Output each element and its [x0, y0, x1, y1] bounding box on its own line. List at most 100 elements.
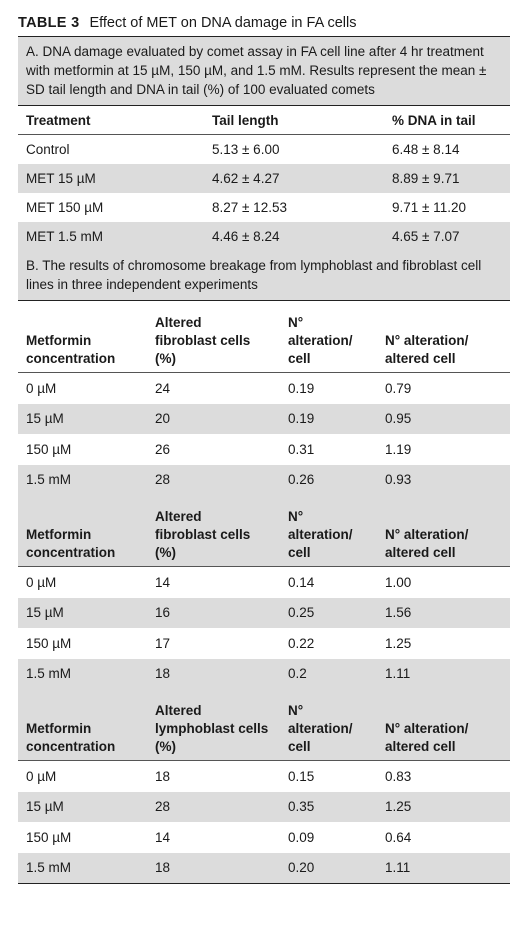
- table-cell: 15 µM: [26, 411, 64, 427]
- table-row: 15 µM 28 0.35 1.25: [18, 791, 510, 822]
- header-line: Metformin: [26, 527, 92, 542]
- table-cell: 0.31: [288, 441, 315, 457]
- header-cell: N° alteration/cell: [280, 508, 377, 562]
- header-line: N° alteration/: [385, 333, 469, 348]
- table-cell: 0.93: [385, 472, 412, 488]
- table-row: 15 µM 16 0.25 1.56: [18, 597, 510, 628]
- header-line: lymphoblast cells: [155, 721, 269, 736]
- table-document: TABLE 3 Effect of MET on DNA damage in FA…: [18, 10, 510, 884]
- table-cell: 0.19: [288, 411, 315, 427]
- header-line: fibroblast cells: [155, 333, 251, 348]
- table-cell: MET 150 µM: [26, 200, 104, 215]
- header-line: concentration: [26, 545, 116, 560]
- header-cell: Altered lymphoblast cells (%): [147, 702, 280, 756]
- header-cell: N° alteration/cell: [280, 314, 377, 368]
- header-cell: % DNA in tail: [392, 112, 476, 128]
- table-cell: 0.35: [288, 799, 315, 815]
- table-cell: 0 µM: [26, 768, 57, 784]
- table-row: 0 µM 18 0.15 0.83: [18, 761, 510, 792]
- table-cell: 6.48 ± 8.14: [392, 142, 460, 157]
- table-row: 150 µM 26 0.31 1.19: [18, 434, 510, 465]
- header-line: fibroblast cells: [155, 527, 251, 542]
- header-row: Metformin concentration Altered fibroblast …: [18, 495, 510, 567]
- table-cell: 15 µM: [26, 799, 64, 815]
- table-cell: 0.2: [288, 666, 307, 682]
- table-cell: 18: [155, 768, 171, 784]
- table-cell: 0.22: [288, 635, 315, 651]
- table-row: 0 µM 24 0.19 0.79: [18, 373, 510, 404]
- table-cell: 0 µM: [26, 574, 57, 590]
- table-cell: Control: [26, 142, 70, 157]
- table-row: 1.5 mM 18 0.20 1.11: [18, 852, 510, 883]
- header-cell: N° alteration/altered cell: [377, 332, 510, 368]
- header-line: Metformin: [26, 721, 92, 736]
- table-row: 150 µM 14 0.09 0.64: [18, 822, 510, 853]
- table-row: MET 1.5 mM 4.46 ± 8.24 4.65 ± 7.07: [18, 222, 510, 251]
- header-line: alteration/: [288, 721, 353, 736]
- table-cell: 18: [155, 860, 171, 876]
- table-cell: 0.15: [288, 768, 315, 784]
- section-b: Metformin concentration Altered fibroblast …: [18, 301, 510, 884]
- header-line: Metformin: [26, 333, 92, 348]
- table-row: MET 15 µM 4.62 ± 4.27 8.89 ± 9.71: [18, 164, 510, 193]
- header-cell: Metformin concentration: [18, 332, 147, 368]
- header-line: (%): [155, 739, 176, 754]
- table-cell: 0.64: [385, 829, 412, 845]
- table-cell: 0.19: [288, 380, 315, 396]
- table-cell: 28: [155, 799, 171, 815]
- header-cell: Treatment: [26, 112, 91, 128]
- table-cell: 28: [155, 472, 171, 488]
- table-cell: 8.27 ± 12.53: [212, 200, 287, 215]
- header-row: Metformin concentration Altered fibroblast …: [18, 301, 510, 373]
- table-cell: 1.11: [385, 860, 411, 876]
- table-cell: 14: [155, 829, 171, 845]
- header-line: cell: [288, 351, 311, 366]
- header-line: alteration/: [288, 527, 353, 542]
- header-line: N°: [288, 509, 304, 524]
- table-cell: 15 µM: [26, 605, 64, 621]
- header-cell: Metformin concentration: [18, 526, 147, 562]
- table-cell: 1.11: [385, 666, 411, 682]
- table-cell: 1.19: [385, 441, 412, 457]
- header-line: N° alteration/: [385, 527, 469, 542]
- header-cell: Metformin concentration: [18, 720, 147, 756]
- header-cell: N° alteration/altered cell: [377, 720, 510, 756]
- header-line: Altered: [155, 315, 202, 330]
- section-caption: A. DNA damage evaluated by comet assay i…: [18, 37, 510, 106]
- header-line: altered cell: [385, 351, 456, 366]
- table-cell: 150 µM: [26, 829, 72, 845]
- table-cell: 24: [155, 380, 171, 396]
- table-row: Control 5.13 ± 6.00 6.48 ± 8.14: [18, 135, 510, 164]
- header-cell: Altered fibroblast cells (%): [147, 508, 280, 562]
- table-cell: 0.79: [385, 380, 412, 396]
- header-cell: Altered fibroblast cells (%): [147, 314, 280, 368]
- header-line: concentration: [26, 351, 116, 366]
- table-cell: 0.83: [385, 768, 412, 784]
- header-line: alteration/: [288, 333, 353, 348]
- table-cell: 26: [155, 441, 171, 457]
- table-cell: 150 µM: [26, 635, 72, 651]
- table-cell: 1.25: [385, 635, 412, 651]
- header-line: (%): [155, 351, 176, 366]
- table-cell: 5.13 ± 6.00: [212, 142, 280, 157]
- table-cell: 17: [155, 635, 171, 651]
- table-row: 1.5 mM 28 0.26 0.93: [18, 464, 510, 495]
- header-line: Altered: [155, 509, 202, 524]
- header-line: cell: [288, 739, 311, 754]
- header-cell: Tail length: [212, 112, 279, 128]
- table-row: MET 150 µM 8.27 ± 12.53 9.71 ± 11.20: [18, 193, 510, 222]
- table-cell: 0.09: [288, 829, 315, 845]
- table-cell: 0.95: [385, 411, 412, 427]
- table-cell: 0.26: [288, 472, 315, 488]
- header-line: (%): [155, 545, 176, 560]
- table-cell: 20: [155, 411, 171, 427]
- table-label: TABLE 3: [18, 15, 80, 31]
- header-cell: N° alteration/cell: [280, 702, 377, 756]
- section-caption: B. The results of chromosome breakage fr…: [18, 251, 510, 301]
- header-line: cell: [288, 545, 311, 560]
- header-cell: N° alteration/altered cell: [377, 526, 510, 562]
- table-cell: 1.5 mM: [26, 472, 72, 488]
- header-line: N°: [288, 315, 304, 330]
- table-cell: 1.5 mM: [26, 666, 72, 682]
- table-cell: 1.56: [385, 605, 412, 621]
